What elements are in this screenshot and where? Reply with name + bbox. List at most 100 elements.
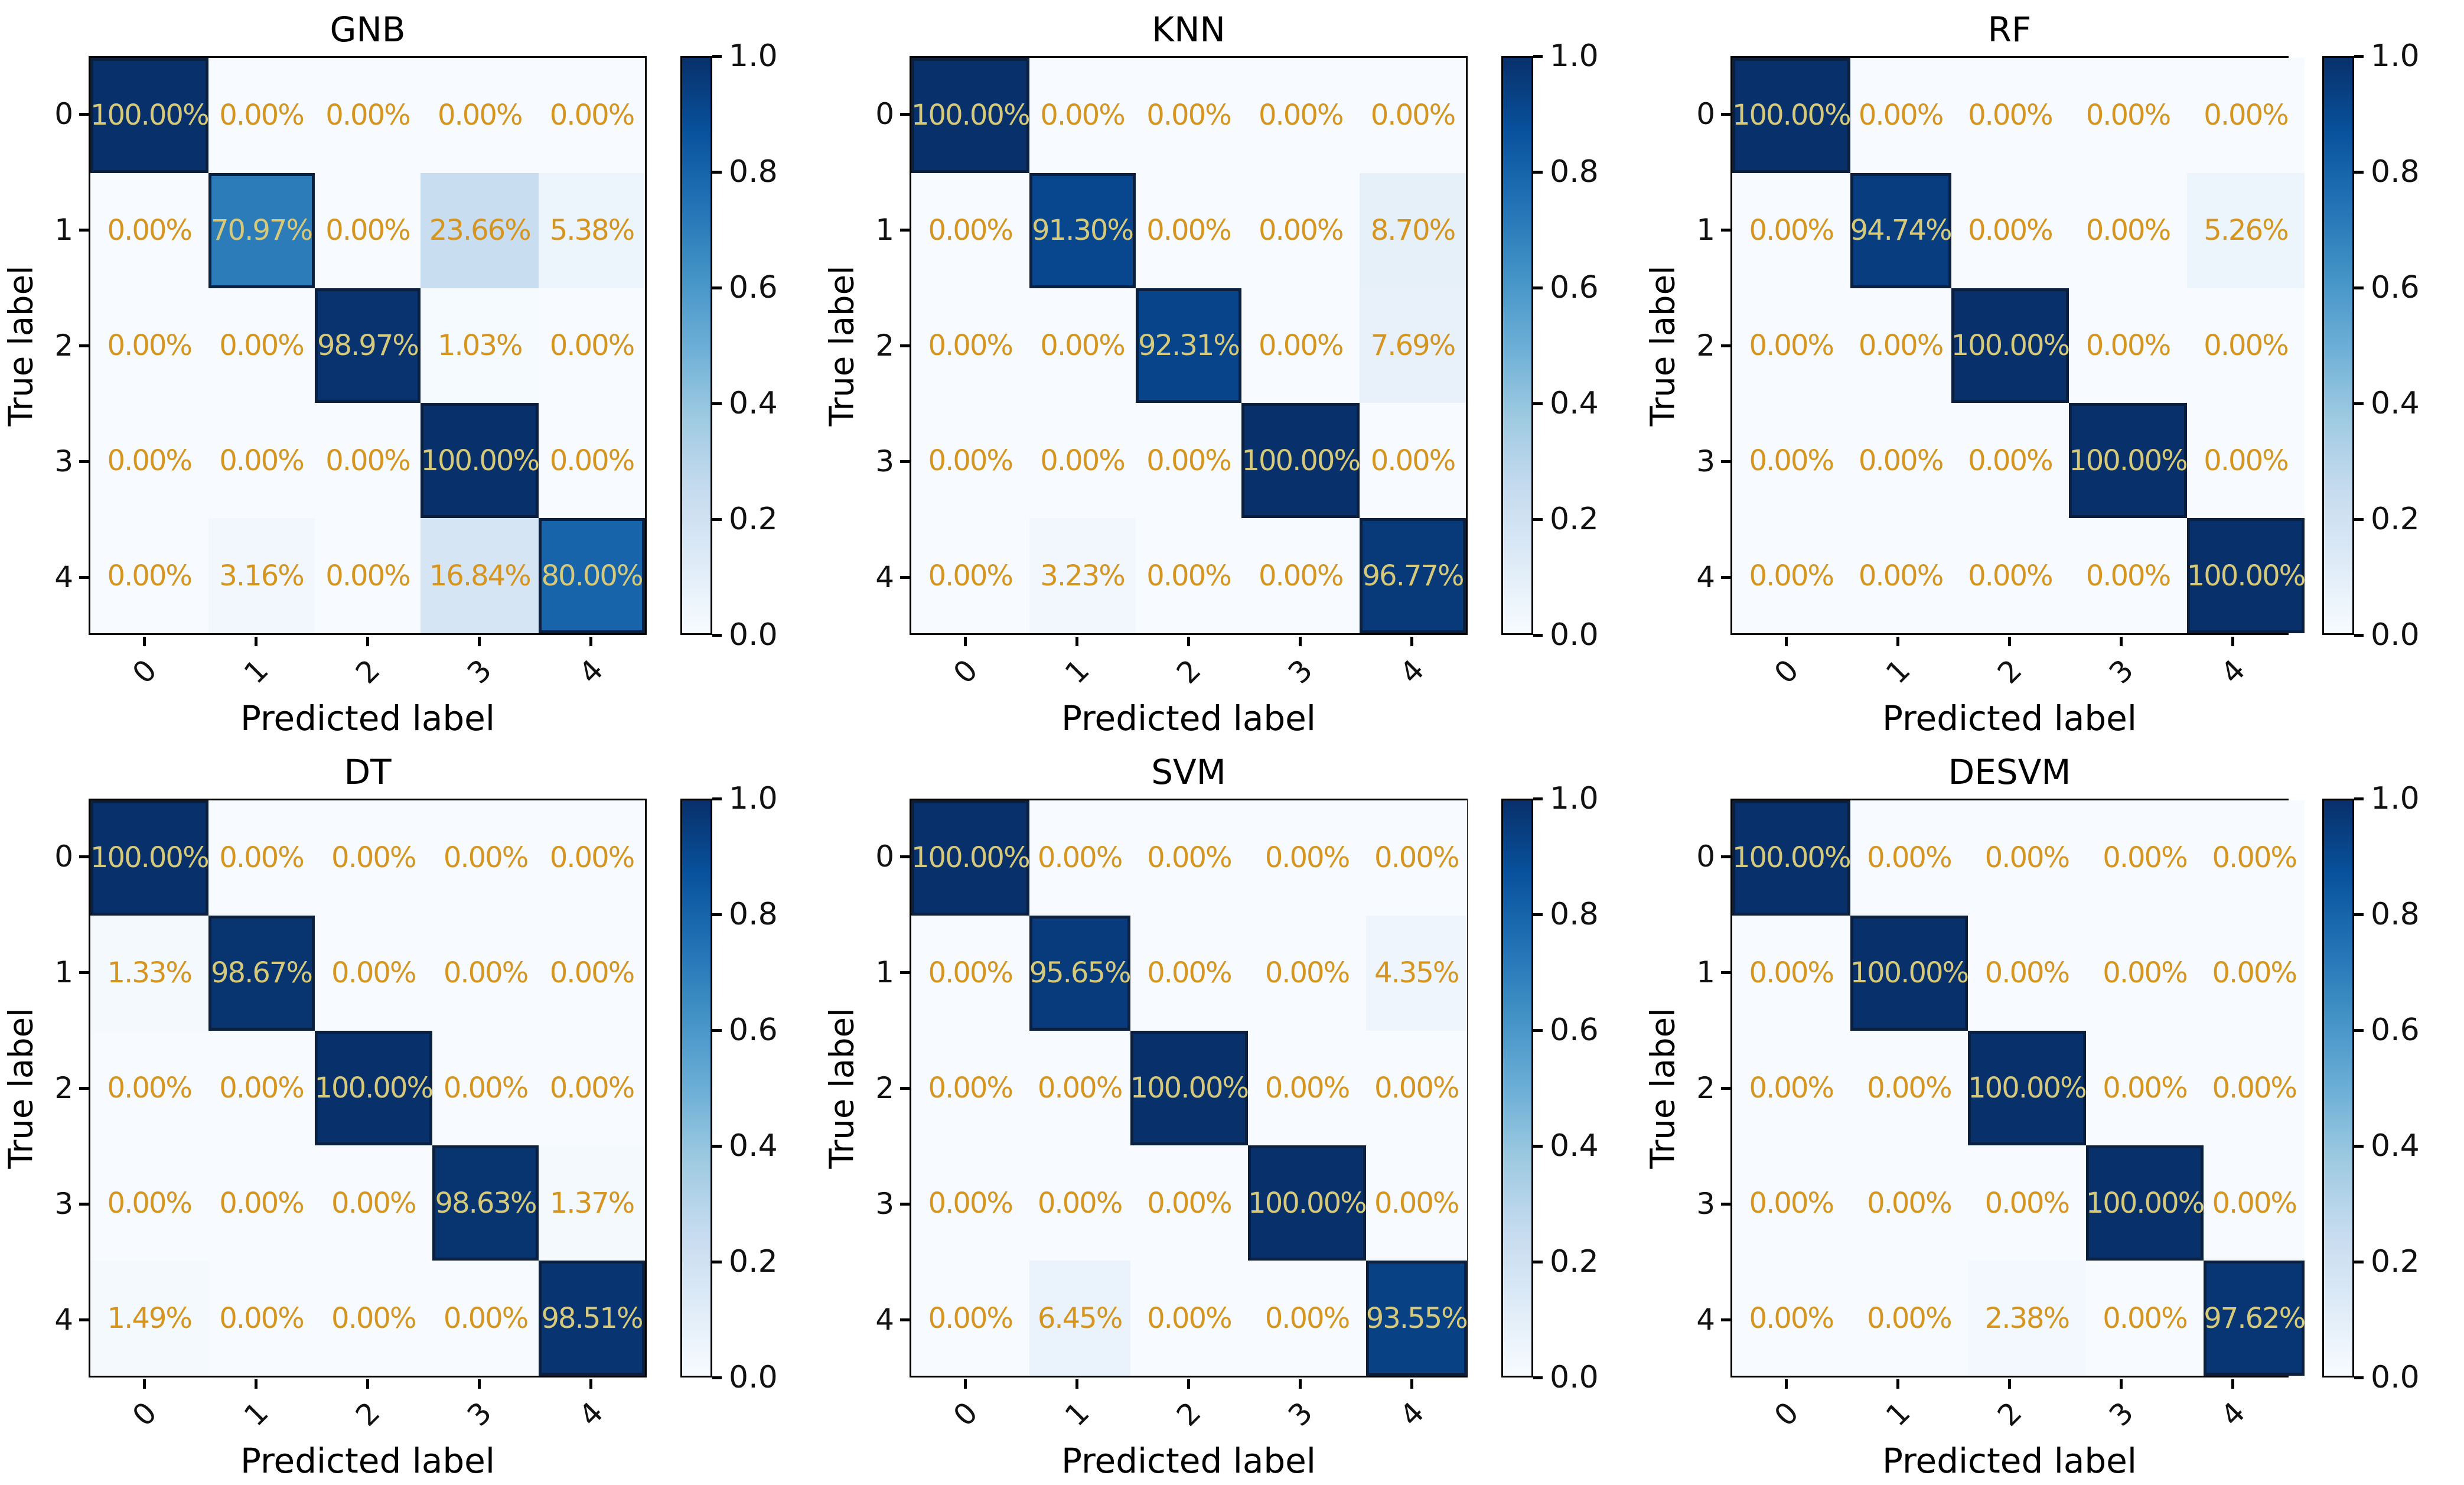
matrix-cell: 0.00%: [539, 58, 645, 173]
tick-label: 4: [1393, 1395, 1431, 1433]
tick-mark: [900, 855, 910, 858]
cell-value: 100.00%: [2186, 559, 2306, 592]
tick-label: 0.0: [729, 617, 778, 653]
tick-label: 0.2: [2371, 1244, 2420, 1279]
tick-label: 0: [875, 839, 894, 874]
matrix-cell: 0.00%: [2069, 288, 2187, 403]
x-tick: 0: [89, 637, 200, 708]
cell-value: 98.97%: [317, 328, 419, 362]
x-axis-label: Predicted label: [1061, 698, 1316, 738]
tick-mark: [2008, 637, 2011, 646]
tick-label: 1: [1058, 653, 1096, 691]
tick-mark: [1721, 344, 1730, 347]
tick-mark: [964, 1379, 967, 1389]
cell-value: 0.00%: [107, 1071, 193, 1105]
cell-value: 0.00%: [549, 444, 635, 477]
cell-value: 0.00%: [1146, 214, 1231, 248]
cell-value: 0.00%: [325, 444, 410, 477]
y-tick: 0: [1642, 56, 1730, 172]
tick-label: 0.6: [729, 1012, 778, 1048]
tick-mark: [1410, 637, 1413, 646]
tick-mark: [1533, 1028, 1543, 1032]
matrix-cell: 100.00%: [1850, 915, 1969, 1031]
x-tick: 1: [1842, 1379, 1954, 1450]
tick-mark: [143, 1379, 146, 1389]
y-tick: 2: [0, 288, 89, 403]
x-tick: 3: [2065, 637, 2177, 708]
tick-label: 0.2: [1550, 1244, 1599, 1279]
cell-value: 100.00%: [2085, 1186, 2205, 1220]
tick-label: 3: [2102, 1395, 2140, 1433]
tick-label: 0.8: [1550, 897, 1599, 932]
matrix-cell: 0.00%: [90, 288, 208, 403]
tick-mark: [2354, 286, 2364, 289]
matrix-cell: 100.00%: [1732, 58, 1852, 173]
x-tick: 4: [535, 637, 647, 708]
tick-mark: [712, 286, 722, 289]
tick-label: 4: [1393, 653, 1431, 691]
matrix-cell: 0.00%: [1360, 58, 1466, 173]
y-tick: 1: [1642, 172, 1730, 288]
tick-mark: [1721, 855, 1730, 858]
matrix-cell: 98.63%: [432, 1145, 539, 1261]
tick-label: 0.4: [729, 386, 778, 421]
cell-value: 0.00%: [443, 841, 529, 875]
cell-value: 94.74%: [1850, 214, 1953, 248]
matrix-cell: 5.26%: [2186, 172, 2305, 288]
y-tick: 1: [0, 914, 89, 1030]
colorbar-gradient: [680, 799, 712, 1377]
matrix-cell: 0.00%: [1732, 172, 1850, 288]
y-tick: 1: [821, 172, 910, 288]
tick-label: 0.2: [729, 501, 778, 537]
tick-label: 0.4: [2371, 386, 2420, 421]
matrix-cell: 0.00%: [314, 403, 421, 519]
tick-label: 3: [460, 1395, 498, 1433]
x-tick: 2: [1133, 637, 1244, 708]
colorbar-ticks: 1.0 0.8 0.6 0.4 0.2 0.0: [2354, 38, 2455, 653]
cell-value: 0.00%: [1867, 841, 1952, 875]
matrix-cell: 0.00%: [1732, 1261, 1850, 1376]
matrix-cell: 0.00%: [1732, 915, 1850, 1031]
matrix-cell: 0.00%: [2085, 1030, 2204, 1146]
tick-mark: [1896, 637, 1899, 646]
tick-label: 1: [875, 213, 894, 247]
cell-value: 0.00%: [1867, 1301, 1952, 1335]
tick-label: 1.0: [729, 38, 778, 74]
cell-value: 0.00%: [1147, 1301, 1232, 1335]
cell-value: 0.00%: [1984, 841, 2070, 875]
tick-label: 3: [1696, 1187, 1715, 1221]
tick-mark: [2354, 1260, 2364, 1263]
cell-value: 1.49%: [107, 1301, 193, 1335]
tick-label: 1: [237, 653, 275, 691]
cell-value: 0.00%: [1749, 328, 1834, 362]
cell-value: 0.00%: [549, 841, 635, 875]
tick-mark: [1721, 112, 1730, 116]
cell-value: 0.00%: [1968, 559, 2053, 592]
matrix-cell: 1.37%: [539, 1145, 645, 1261]
cell-value: 0.00%: [1370, 444, 1456, 477]
x-tick: 2: [1954, 1379, 2065, 1450]
cell-value: 100.00%: [911, 841, 1031, 875]
cell-value: 93.55%: [1365, 1301, 1468, 1335]
tick-mark: [1533, 54, 1543, 58]
cell-value: 0.00%: [1259, 328, 1344, 362]
tick-mark: [79, 460, 89, 463]
cell-value: 96.77%: [1362, 559, 1464, 592]
matrix-cell: 0.00%: [1732, 518, 1850, 633]
matrix-cell: 0.00%: [1241, 58, 1360, 173]
tick-label: 1.0: [2371, 781, 2420, 816]
matrix-cell: 1.03%: [421, 288, 539, 403]
matrix-cell: 100.00%: [1732, 800, 1852, 916]
x-tick: 4: [1356, 1379, 1468, 1450]
tick-mark: [712, 797, 722, 800]
matrix-cell: 100.00%: [1951, 288, 2070, 403]
tick-mark: [79, 855, 89, 858]
tick-label: 3: [460, 653, 498, 691]
tick-mark: [1721, 1202, 1730, 1206]
tick-label: 0.0: [1550, 617, 1599, 653]
tick-label: 1: [1696, 955, 1715, 989]
tick-mark: [2354, 54, 2364, 58]
cell-value: 0.00%: [219, 99, 304, 132]
